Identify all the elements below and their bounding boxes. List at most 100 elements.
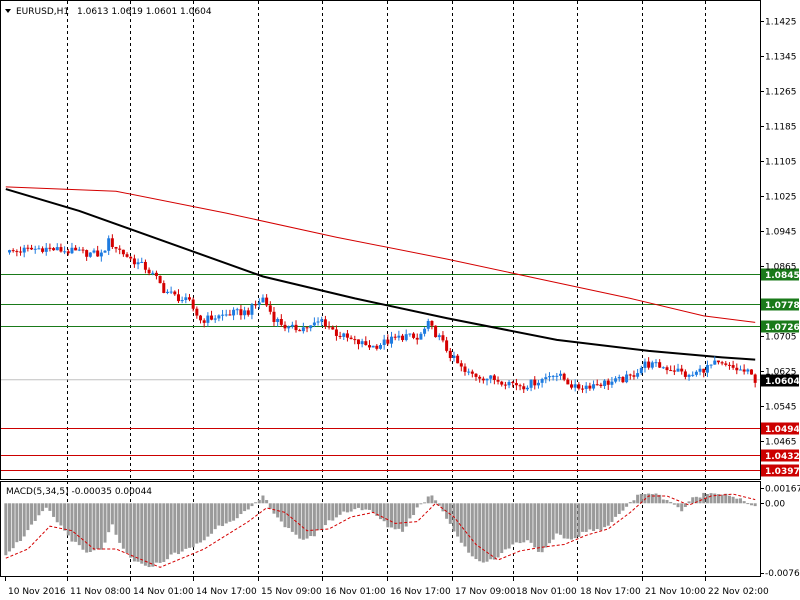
candle bbox=[371, 345, 375, 348]
candle bbox=[268, 301, 272, 315]
macd-bar bbox=[63, 503, 67, 531]
candle bbox=[55, 243, 59, 251]
macd-bar bbox=[401, 503, 405, 532]
macd-bar bbox=[676, 503, 680, 508]
y-tick-label: 1.0705 bbox=[765, 333, 797, 343]
macd-bar bbox=[423, 502, 427, 504]
candle bbox=[511, 381, 515, 388]
candle bbox=[617, 374, 621, 382]
macd-bar bbox=[720, 494, 724, 504]
macd-bar bbox=[158, 503, 162, 563]
candle bbox=[647, 357, 651, 370]
macd-bar bbox=[125, 503, 129, 553]
candle bbox=[555, 372, 559, 382]
macd-bar bbox=[261, 495, 265, 504]
macd-bar bbox=[143, 503, 147, 566]
macd-bar bbox=[570, 503, 574, 540]
macd-bar bbox=[753, 503, 757, 507]
candle bbox=[709, 364, 713, 369]
candle bbox=[749, 369, 753, 375]
candle bbox=[235, 307, 239, 315]
macd-bar bbox=[650, 494, 654, 504]
candle bbox=[239, 305, 243, 320]
macd-bar bbox=[180, 503, 184, 552]
y-tick-label: 1.0545 bbox=[765, 403, 797, 413]
macd-bar bbox=[459, 503, 463, 543]
macd-bar bbox=[272, 503, 276, 514]
macd-bar bbox=[489, 503, 493, 560]
candle bbox=[265, 294, 269, 307]
candle bbox=[536, 379, 540, 389]
candle bbox=[393, 333, 397, 341]
macd-bar bbox=[463, 503, 467, 547]
candle bbox=[107, 235, 111, 256]
candle bbox=[206, 312, 210, 327]
macd-bar bbox=[55, 503, 59, 523]
candle bbox=[401, 333, 405, 342]
macd-bar bbox=[301, 503, 305, 540]
level-tag-label: 1.0432 bbox=[765, 452, 800, 462]
macd-bar bbox=[33, 503, 37, 521]
macd-bar bbox=[268, 503, 272, 509]
candle bbox=[129, 255, 133, 261]
candle bbox=[316, 317, 320, 326]
candle bbox=[232, 307, 236, 321]
level-tag-label: 1.0845 bbox=[765, 271, 800, 281]
level-tag-label: 1.0397 bbox=[765, 467, 800, 477]
candle bbox=[408, 333, 412, 337]
macd-bar bbox=[364, 503, 368, 510]
macd-bar bbox=[544, 503, 548, 548]
macd-bar bbox=[628, 502, 632, 504]
macd-bar bbox=[147, 503, 151, 568]
candle bbox=[507, 380, 511, 389]
macd-bar bbox=[320, 503, 324, 531]
macd-bar bbox=[331, 503, 335, 521]
candle bbox=[551, 375, 555, 381]
candle bbox=[738, 365, 742, 371]
candle bbox=[360, 338, 364, 348]
candle bbox=[676, 363, 680, 372]
chevron-down-icon[interactable] bbox=[5, 9, 11, 13]
candle bbox=[187, 293, 191, 302]
macd-bar bbox=[731, 496, 735, 504]
macd-bar bbox=[621, 503, 625, 511]
candle bbox=[110, 234, 114, 250]
x-tick-label: 21 Nov 10:00 bbox=[645, 587, 706, 597]
macd-bar bbox=[507, 503, 511, 549]
macd-bar bbox=[85, 503, 89, 553]
candle bbox=[11, 248, 15, 253]
candle bbox=[66, 248, 70, 256]
candle bbox=[419, 331, 423, 340]
candle bbox=[143, 259, 147, 274]
macd-bar bbox=[70, 503, 74, 542]
macd-bar bbox=[702, 492, 706, 504]
candle bbox=[345, 329, 349, 342]
macd-bar bbox=[184, 503, 188, 549]
macd-bar bbox=[709, 493, 713, 504]
candle bbox=[628, 373, 632, 380]
candle bbox=[650, 360, 654, 370]
macd-indicator bbox=[4, 492, 757, 568]
macd-bar bbox=[19, 503, 23, 541]
candle bbox=[33, 245, 37, 254]
macd-bar bbox=[136, 503, 140, 562]
candle bbox=[272, 307, 276, 327]
candle bbox=[41, 246, 45, 254]
macd-bar bbox=[235, 503, 239, 519]
ohlc-label: 1.0613 1.0619 1.0601 1.0604 bbox=[77, 7, 212, 17]
macd-bar bbox=[603, 503, 607, 528]
candle bbox=[603, 379, 607, 389]
macd-bar bbox=[265, 500, 269, 504]
candle bbox=[202, 318, 206, 328]
macd-bar bbox=[327, 503, 331, 521]
candle bbox=[99, 249, 103, 262]
y-tick-label: 1.1345 bbox=[765, 53, 797, 63]
y-tick-label: 1.0945 bbox=[765, 228, 797, 238]
candle bbox=[22, 244, 26, 258]
candle bbox=[173, 290, 177, 296]
macd-bar bbox=[312, 503, 316, 537]
candle bbox=[342, 332, 346, 341]
candle bbox=[724, 361, 728, 367]
macd-bar bbox=[419, 503, 423, 505]
